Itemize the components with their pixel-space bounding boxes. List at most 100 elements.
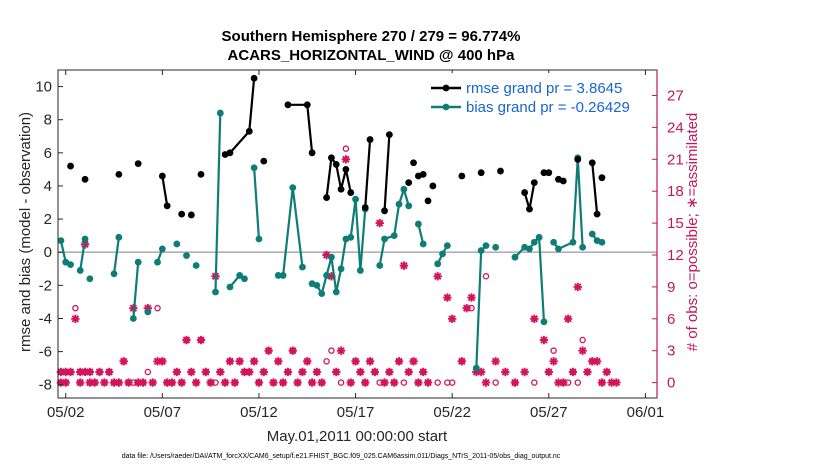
obs-assimilated-marker [399,261,409,270]
rmse-point [158,172,166,180]
obs-assimilated-marker [332,367,341,377]
obs-assimilated-marker [177,378,186,387]
obs-possible-marker [328,347,335,354]
obs-assimilated-marker [530,314,539,323]
obs-assimilated-marker [409,357,418,366]
obs-assimilated-marker [346,378,355,387]
obs-assimilated-marker [390,378,399,387]
x-axis-label: May.01,2011 00:00:00 start [267,428,448,445]
rmse-point [588,159,596,167]
bias-point [274,272,282,279]
obs-assimilated-marker [153,357,162,366]
bias-point [492,243,500,251]
rmse-point [521,189,529,196]
bias-point [381,235,388,243]
rmse-point [361,204,369,211]
obs-assimilated-marker [240,367,249,377]
y-tick-label: 2 [44,211,52,228]
obs-assimilated-marker [288,346,297,355]
bias-point [76,267,84,274]
obs-assimilated-marker [573,282,582,292]
obs-assimilated-marker [317,378,326,387]
obs-assimilated-marker [578,346,587,355]
obs-assimilated-marker [71,314,80,323]
rmse-point [574,156,582,163]
obs-assimilated-marker [216,367,225,377]
rmse-point [226,149,234,157]
obs-assimilated-marker [365,357,375,366]
obs-assimilated-marker [404,367,413,377]
obs-assimilated-marker [583,367,592,377]
rmse-point [342,165,350,173]
y-tick-label: 4 [44,178,52,195]
obs-assimilated-marker [394,357,404,366]
obs-possible-marker [342,145,350,152]
rmse-point [347,189,355,196]
obs-assimilated-marker [187,367,196,377]
rmse-point [540,169,548,177]
obs-assimilated-marker [544,367,553,377]
bias-point [569,238,577,246]
y-right-tick-label: 9 [667,279,675,296]
legend-background [428,73,640,119]
rmse-point [419,170,427,178]
y-right-tick-label: 6 [667,311,675,328]
rmse-point [429,182,437,190]
rmse-point [337,185,345,193]
obs-assimilated-marker [481,378,491,387]
rmse-point [366,136,374,143]
x-tick-label: 05/22 [433,404,471,421]
rmse-point [385,131,393,139]
bias-point [318,290,326,298]
obs-possible-marker [323,358,330,365]
obs-assimilated-marker [249,357,259,366]
obs-assimilated-marker [61,367,70,377]
rmse-line-segment [383,134,391,211]
obs-assimilated-marker [447,314,457,323]
obs-possible-marker [72,304,79,312]
obs-assimilated-marker [95,367,104,377]
rmse-point [477,169,485,177]
y-right-tick-label: 21 [667,151,684,168]
obs-possible-marker [434,379,441,386]
bias-point [352,195,359,203]
obs-assimilated-marker [312,367,322,377]
bias-point [443,242,451,249]
obs-assimilated-marker [114,378,124,387]
bias-point [414,220,422,228]
x-tick-label: 05/07 [144,404,182,421]
rmse-point [332,161,340,168]
rmse-line-segment [161,175,169,207]
obs-assimilated-marker [510,378,520,387]
x-tick-label: 05/02 [47,404,85,421]
obs-assimilated-marker [418,367,428,377]
obs-possible-marker [492,379,499,386]
obs-assimilated-marker [361,378,370,387]
obs-assimilated-marker [501,367,510,377]
y-right-tick-label: 27 [667,88,684,105]
obs-assimilated-marker [563,314,573,323]
y-right-tick-label: 24 [667,119,684,136]
rmse-point [134,160,142,167]
bias-point [395,200,403,208]
rmse-point [115,170,123,178]
obs-assimilated-marker [90,378,99,387]
bias-point [241,275,248,283]
rmse-series [67,74,606,219]
bias-point [57,237,65,245]
obs-possible-marker [154,304,161,312]
data-file-footnote: data file: /Users/raeder/DAI/ATM_forcXX/… [122,453,561,460]
rmse-point [381,207,388,215]
bias-point [154,258,161,266]
x-tick-label: 06/01 [627,404,665,421]
x-tick-label: 05/17 [337,404,375,421]
obs-assimilated-marker [602,367,611,377]
bias-point [550,238,558,246]
bias-point [226,283,234,291]
bias-line-segment [59,240,67,263]
bias-point [323,272,330,279]
legend-rmse-marker [442,84,450,92]
obs-assimilated-marker [588,357,597,366]
obs-assimilated-marker [380,378,389,387]
bias-point [299,263,306,271]
